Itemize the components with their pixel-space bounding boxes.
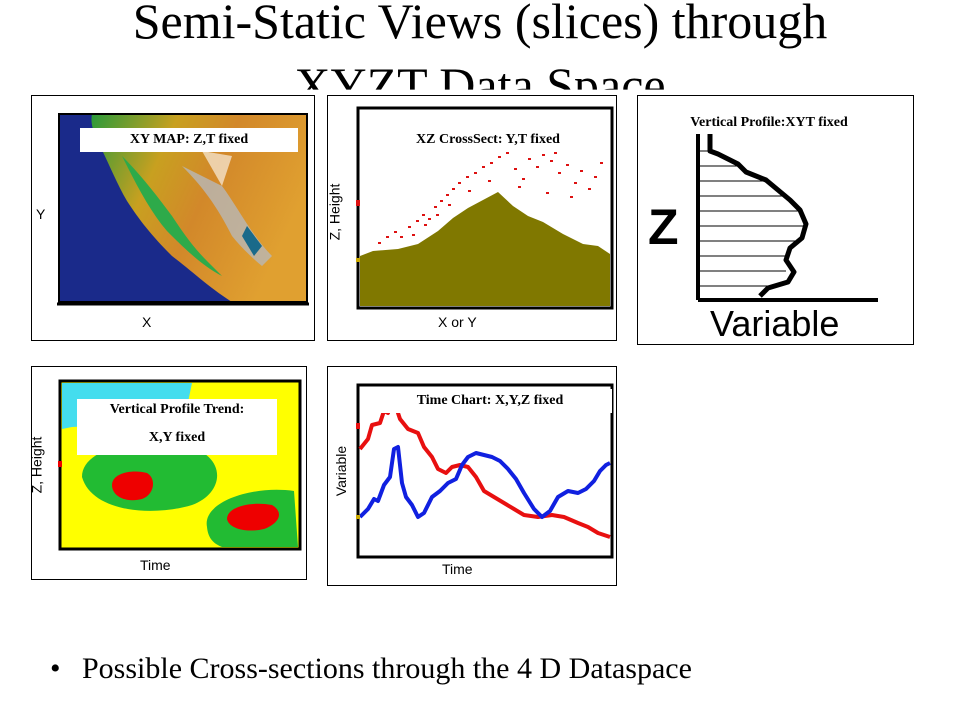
profile-trend-label-line2: X,Y fixed (148, 430, 206, 445)
time-chart-label: Time Chart: X,Y,Z fixed (368, 389, 612, 413)
profile-hatching (698, 150, 806, 287)
vertical-profile-panel: Z Variable Vertical Profile:XYT fixed (637, 95, 914, 345)
xz-cross-image (356, 106, 614, 310)
xz-cross-xlabel: X or Y (438, 314, 477, 330)
title-line-1: Semi-Static Views (slices) through (132, 0, 828, 49)
scatter-points (378, 152, 603, 244)
profile-trend-panel: Vertical Profile Trend: X,Y fixed Z, Hei… (31, 366, 307, 580)
profile-trend-label: Vertical Profile Trend: X,Y fixed (77, 399, 277, 455)
vertical-profile-ylabel: Z (648, 199, 679, 255)
xz-cross-label: XZ CrossSect: Y,T fixed (368, 128, 608, 152)
bullet-dot: • (50, 652, 61, 685)
time-chart-xlabel: Time (442, 561, 473, 577)
profile-trend-xlabel: Time (140, 557, 171, 573)
time-chart-panel: Time Chart: X,Y,Z fixed Variable Time (327, 366, 617, 586)
xz-cross-ylabel: Z, Height (327, 183, 343, 241)
xy-map-label: XY MAP: Z,T fixed (80, 128, 298, 152)
xy-map-xlabel: X (142, 314, 152, 330)
bullet-text: Possible Cross-sections through the 4 D … (82, 652, 692, 685)
xy-map-ylabel: Y (36, 206, 46, 222)
xz-cross-panel: XZ CrossSect: Y,T fixed Z, Height X or Y (327, 95, 617, 341)
profile-trend-label-line1: Vertical Profile Trend: (109, 402, 245, 417)
vertical-profile-xlabel: Variable (710, 303, 839, 344)
bullet-point: • Possible Cross-sections through the 4 D… (50, 652, 692, 686)
vertical-profile-image: Z Variable (648, 131, 878, 344)
time-chart-ylabel: Variable (333, 445, 350, 497)
time-chart-image (356, 383, 614, 559)
xy-map-panel: XY MAP: Z,T fixed Y X (31, 95, 315, 341)
vertical-profile-label: Vertical Profile:XYT fixed (656, 112, 882, 134)
page-title: Semi-Static Views (slices) through XYZT … (0, 0, 960, 114)
title-line-2: XYZT Data Space (294, 57, 666, 113)
profile-trend-ylabel: Z, Height (31, 436, 45, 494)
